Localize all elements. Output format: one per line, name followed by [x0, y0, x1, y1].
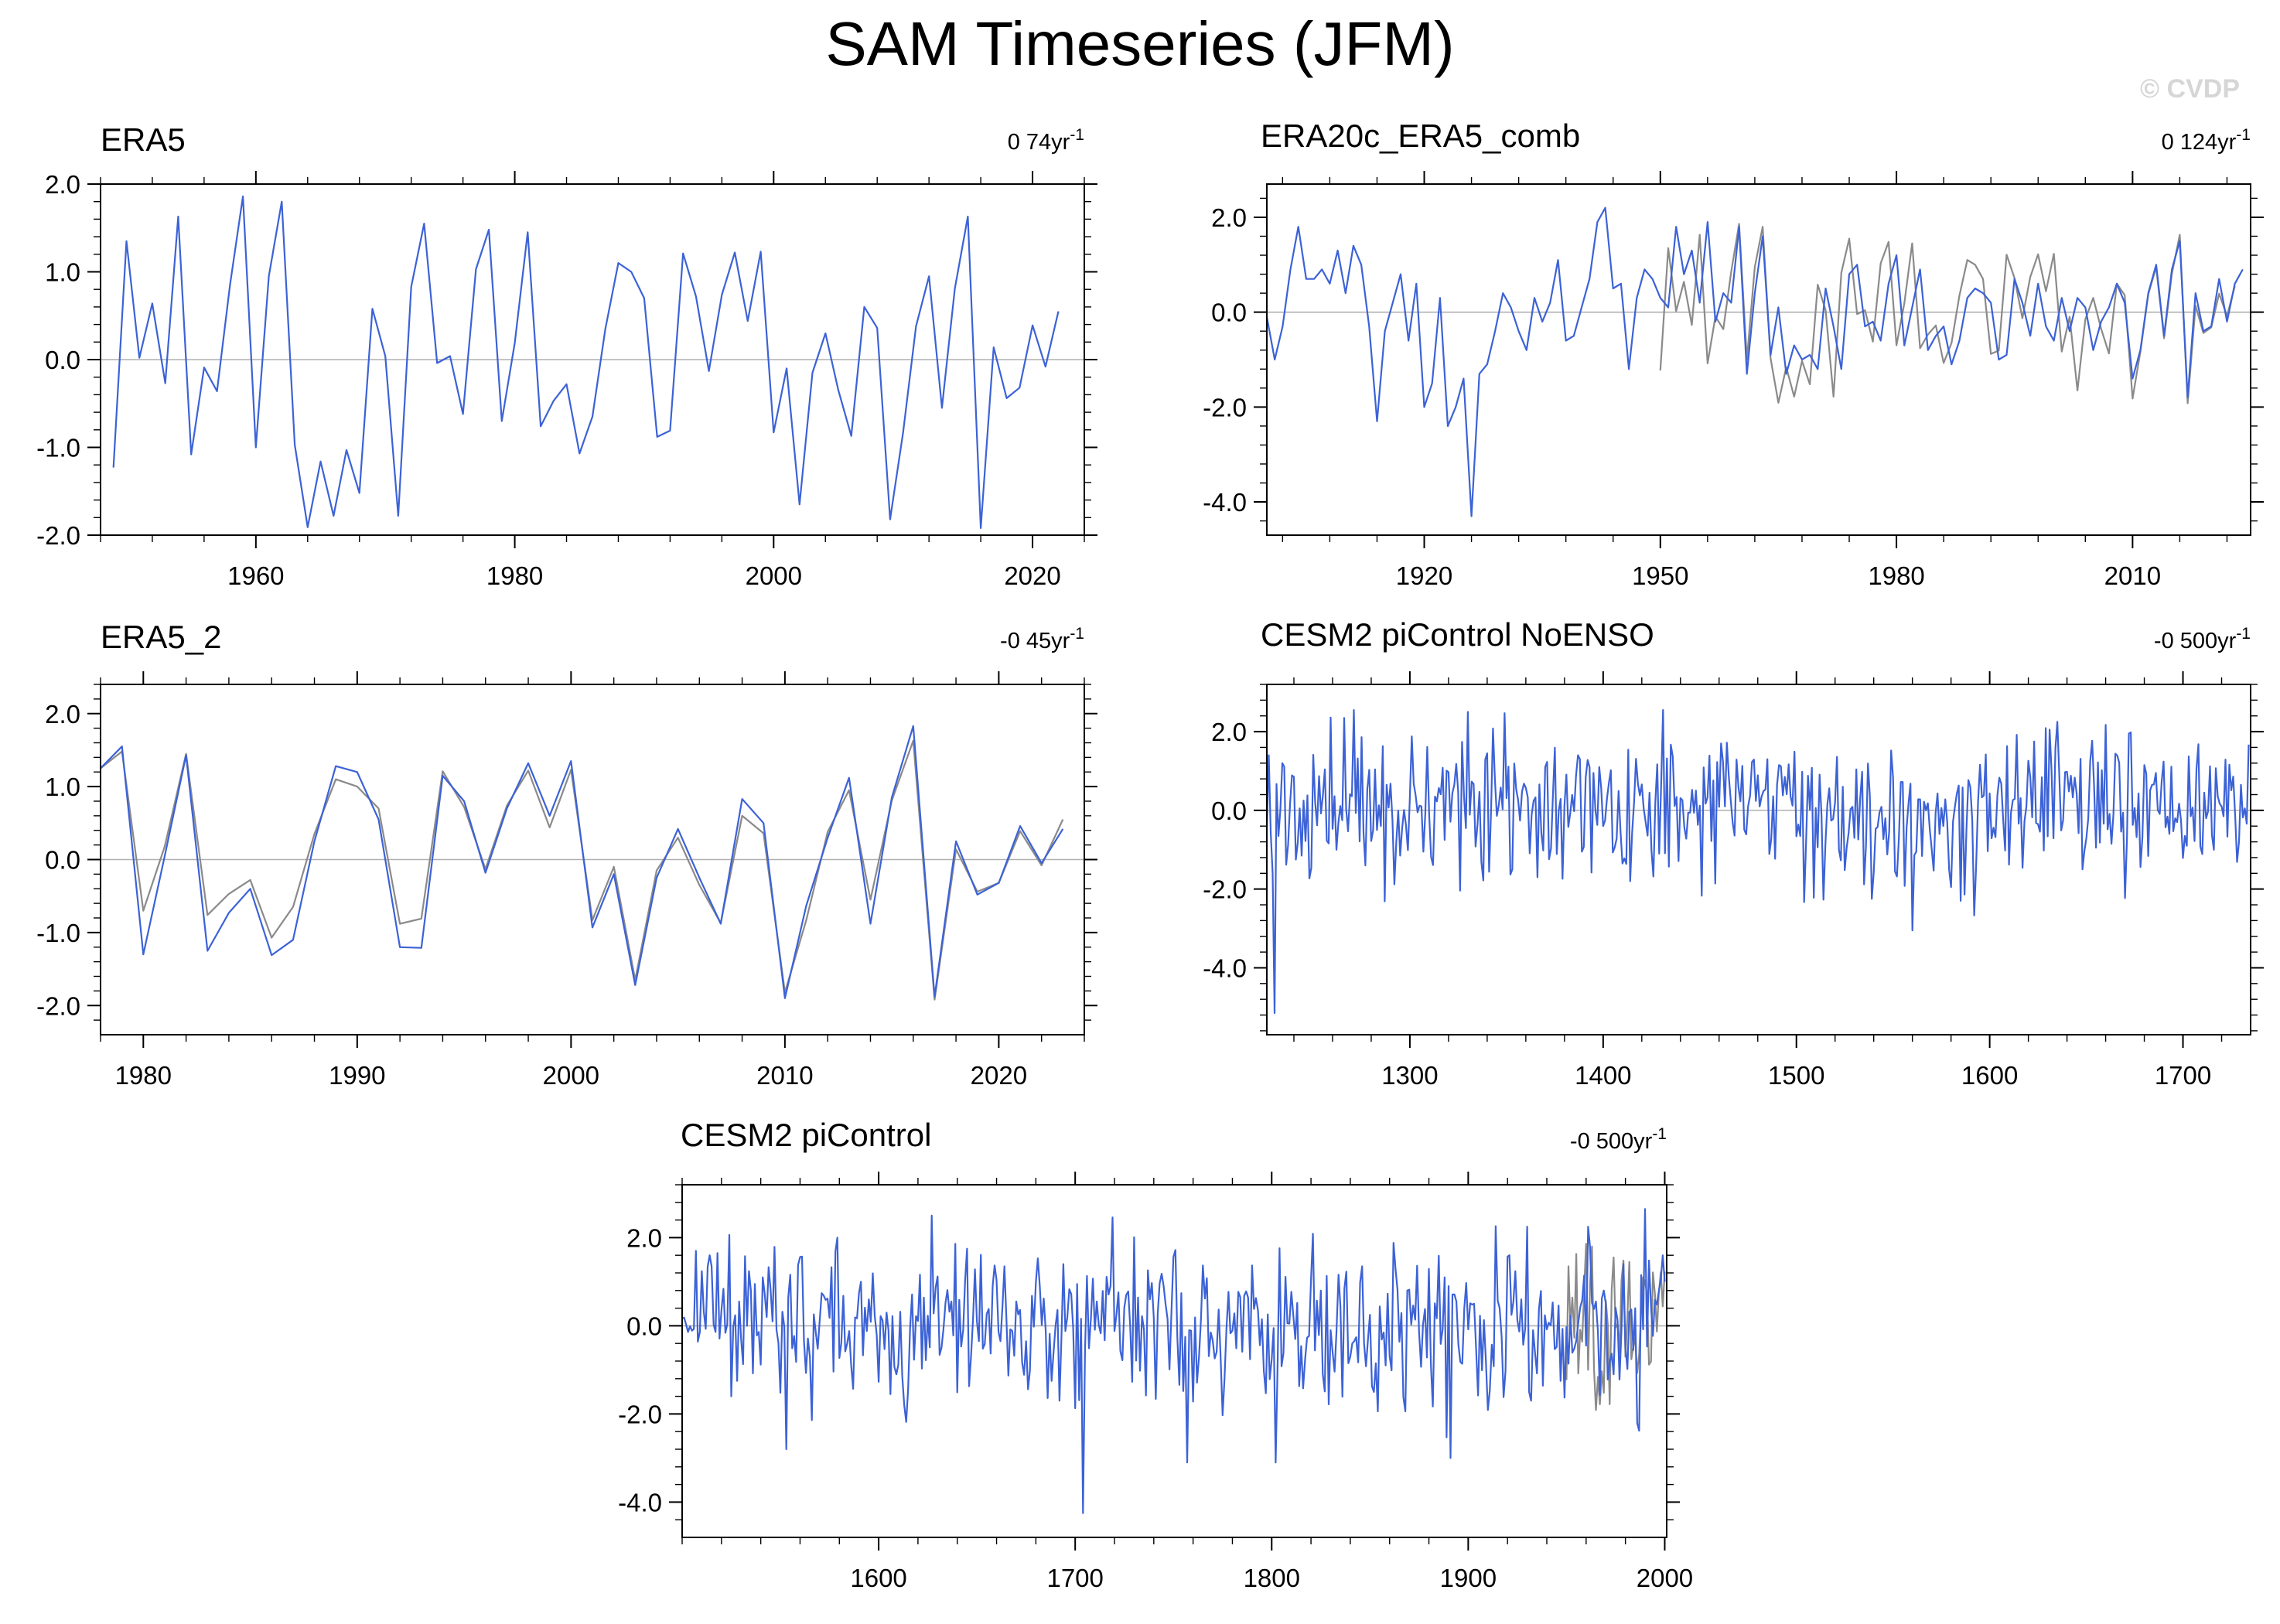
trend-value: -0 45yr [1000, 629, 1070, 653]
y-tick-label: 0.0 [45, 346, 80, 374]
x-tick-label: 2000 [543, 1061, 599, 1090]
plot-frame [681, 1184, 1667, 1538]
panel-era5-2: ERA5_2 -0 45yr-1 2.0 1.0 0.0 -1.0 -2.0 1980 19… [36, 619, 1097, 1090]
plot-area: 2.0 0.0 -2.0 -4.0 1600 1700 1800 1900 2000 [618, 1172, 1693, 1592]
trend-label: -0 500yr-1 [1570, 1125, 1667, 1154]
trend-label: 0 74yr-1 [1008, 126, 1084, 155]
x-tick-label: 1600 [850, 1564, 906, 1592]
x-tick-label: 1700 [2155, 1061, 2211, 1090]
y-tick-label: 0.0 [1211, 299, 1247, 327]
y-tick-label: -1.0 [36, 434, 80, 462]
panel-title: CESM2 piControl NoENSO [1261, 616, 1654, 653]
y-tick-label: -4.0 [1203, 954, 1247, 982]
x-tick-label: 1600 [1961, 1061, 2018, 1090]
y-tick-label: -2.0 [618, 1400, 662, 1428]
x-tick-label: 1400 [1575, 1061, 1631, 1090]
y-tick-label: -4.0 [1203, 488, 1247, 517]
y-tick-label: 0.0 [45, 846, 80, 875]
series-line-primary [100, 725, 1064, 999]
trend-label: -0 45yr-1 [1000, 625, 1084, 653]
x-tick-label: 2010 [2104, 561, 2161, 590]
x-tick-label: 1300 [1381, 1061, 1438, 1090]
series-line-primary [1265, 708, 2250, 1015]
plot-area: 2.0 0.0 -2.0 -4.0 1300 1400 1500 1600 1700 [1203, 671, 2264, 1090]
trend-value: 0 74yr [1008, 130, 1070, 155]
plot-frame [1266, 684, 2251, 1035]
x-tick-label: 2010 [756, 1061, 813, 1090]
x-tick-label: 2000 [746, 561, 802, 590]
y-tick-label: -2.0 [36, 521, 80, 550]
x-tick-label: 1700 [1046, 1564, 1103, 1592]
y-tick-label: 2.0 [45, 700, 80, 728]
panel-cesm2-picontrol: CESM2 piControl -0 500yr-1 2.0 0.0 -2.0 -4.… [618, 1117, 1693, 1592]
trend-value: -0 500yr [1570, 1129, 1653, 1154]
x-tick-label: 1500 [1768, 1061, 1824, 1090]
y-tick-label: 0.0 [1211, 797, 1247, 825]
x-tick-label: 1800 [1244, 1564, 1300, 1592]
series-line-primary [681, 1208, 1666, 1514]
trend-exponent: -1 [2236, 126, 2251, 144]
trend-value: -0 500yr [2154, 629, 2237, 653]
trend-exponent: -1 [2236, 625, 2251, 643]
x-tick-label: 1920 [1396, 561, 1452, 590]
y-tick-label: 2.0 [45, 170, 80, 199]
y-tick-label: -2.0 [1203, 875, 1247, 904]
y-tick-label: 1.0 [45, 258, 80, 287]
panel-title: ERA5_2 [101, 619, 221, 655]
trend-exponent: -1 [1070, 625, 1084, 643]
trend-label: -0 500yr-1 [2154, 625, 2251, 653]
y-tick-label: 2.0 [626, 1223, 662, 1252]
y-tick-label: -2.0 [1203, 393, 1247, 421]
panel-cesm2-picontrol-noenso: CESM2 piControl NoENSO -0 500yr-1 2.0 0.0… [1203, 616, 2264, 1090]
x-tick-label: 1900 [1440, 1564, 1497, 1592]
panel-era20c-era5-comb: ERA20c_ERA5_comb 0 124yr-1 2.0 0.0 -2.0 -4.… [1203, 118, 2264, 590]
y-tick-label: -1.0 [36, 919, 80, 947]
panel-title: ERA20c_ERA5_comb [1261, 118, 1580, 154]
x-tick-label: 1980 [486, 561, 543, 590]
x-tick-label: 1950 [1632, 561, 1688, 590]
x-tick-label: 1960 [227, 561, 284, 590]
series-line-reference [1659, 223, 2236, 404]
plot-area: 2.0 1.0 0.0 -1.0 -2.0 1980 1990 2000 2010 2020 [36, 671, 1097, 1090]
series-line-primary [1265, 206, 2244, 517]
figure-title: SAM Timeseries (JFM) [825, 9, 1455, 78]
y-tick-label: -2.0 [36, 991, 80, 1020]
y-tick-label: 1.0 [45, 773, 80, 801]
trend-exponent: -1 [1070, 126, 1084, 144]
x-tick-label: 1980 [115, 1061, 172, 1090]
x-tick-label: 2020 [1004, 561, 1060, 590]
panel-title: ERA5 [101, 121, 186, 158]
trend-value: 0 124yr [2162, 130, 2237, 155]
plot-area: 2.0 0.0 -2.0 -4.0 1920 1950 1980 2010 [1203, 171, 2264, 590]
x-tick-label: 2000 [1637, 1564, 1693, 1592]
series-line-primary [112, 195, 1060, 530]
panel-title: CESM2 piControl [681, 1117, 931, 1153]
x-tick-label: 1990 [329, 1061, 385, 1090]
plot-area: 2.0 1.0 0.0 -1.0 -2.0 1960 1980 2000 2020 [36, 170, 1097, 590]
cvdp-watermark: © CVDP [2140, 74, 2240, 104]
y-tick-label: -4.0 [618, 1488, 662, 1517]
y-tick-label: 2.0 [1211, 718, 1247, 746]
y-tick-label: 2.0 [1211, 203, 1247, 232]
x-tick-label: 2020 [971, 1061, 1027, 1090]
series-line-reference [100, 739, 1064, 1001]
x-tick-label: 1980 [1868, 561, 1924, 590]
trend-exponent: -1 [1652, 1125, 1667, 1143]
trend-label: 0 124yr-1 [2162, 126, 2251, 155]
plot-frame [1266, 183, 2251, 536]
y-tick-label: 0.0 [626, 1312, 662, 1340]
